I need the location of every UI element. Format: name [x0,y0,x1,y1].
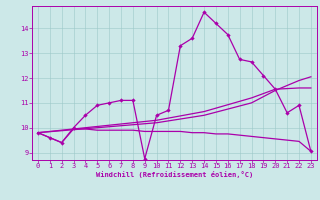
X-axis label: Windchill (Refroidissement éolien,°C): Windchill (Refroidissement éolien,°C) [96,171,253,178]
